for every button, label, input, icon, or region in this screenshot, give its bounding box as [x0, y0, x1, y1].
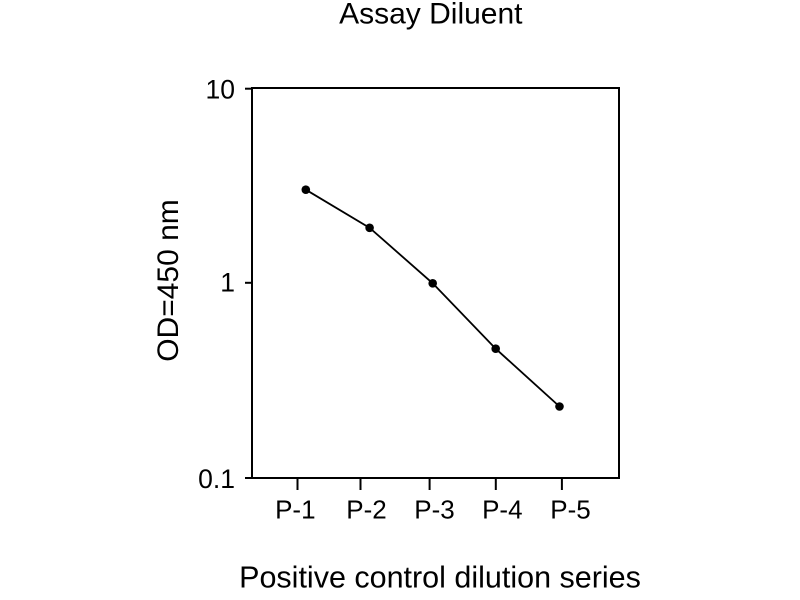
svg-text:Positive control dilution seri: Positive control dilution series	[239, 561, 641, 595]
svg-text:0.1: 0.1	[198, 464, 235, 494]
svg-text:Assay Diluent: Assay Diluent	[339, 0, 523, 31]
svg-text:P-5: P-5	[550, 495, 590, 525]
svg-text:P-2: P-2	[346, 495, 386, 525]
svg-text:10: 10	[206, 75, 235, 105]
svg-text:P-4: P-4	[482, 495, 522, 525]
svg-text:1: 1	[220, 268, 235, 298]
svg-text:P-1: P-1	[275, 495, 315, 525]
svg-text:P-3: P-3	[414, 495, 454, 525]
svg-text:OD=450 nm: OD=450 nm	[152, 199, 185, 362]
